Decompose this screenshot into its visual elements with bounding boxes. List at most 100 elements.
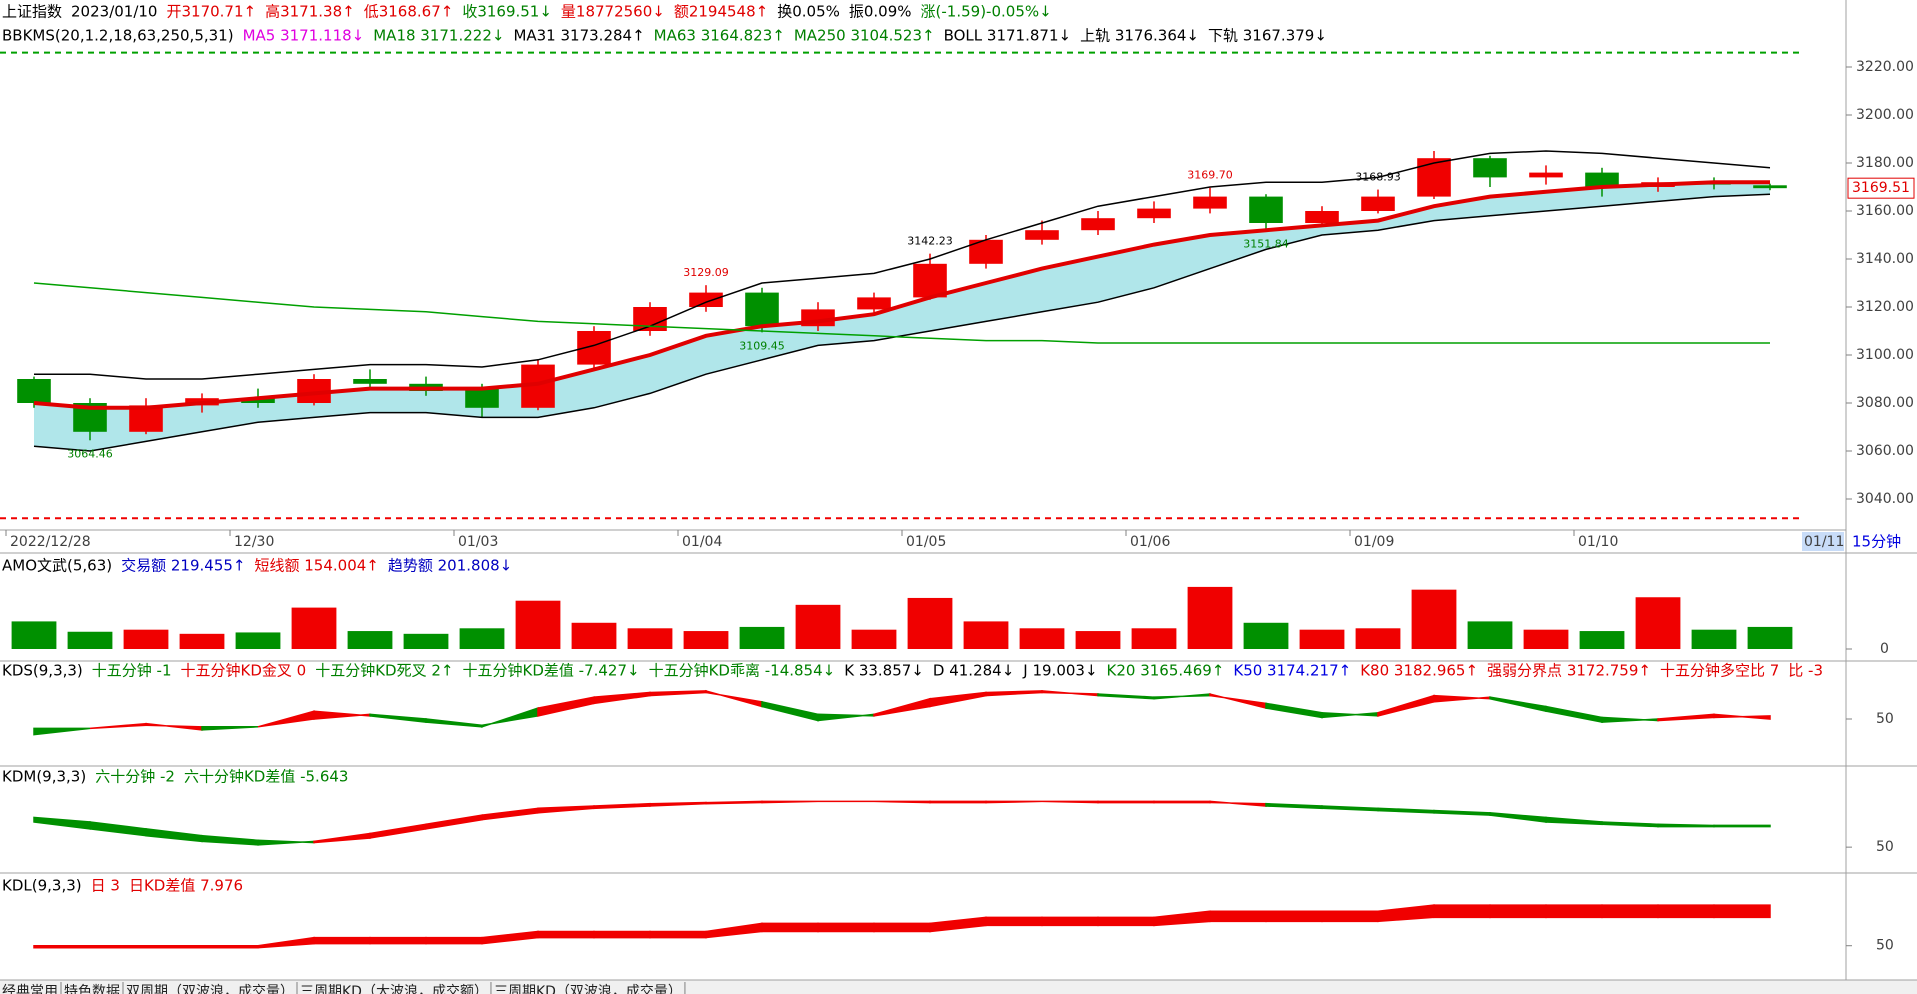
- kd-ribbon: [985, 916, 1043, 927]
- kd-ribbon: [1097, 916, 1155, 927]
- candle-body: [689, 292, 723, 307]
- x-tick-label: 12/30: [234, 534, 274, 550]
- y-tick-label: 3120.00: [1856, 299, 1914, 315]
- header-item: 高3171.38↑: [265, 3, 355, 21]
- x-tick-label: 01/03: [458, 534, 498, 550]
- header-item: 十五分钟KD乖离 -14.854↓: [649, 662, 836, 680]
- header-item: BOLL 3171.871↓: [944, 27, 1071, 45]
- volume-bar: [1243, 622, 1289, 649]
- tab[interactable]: 经典常用: [2, 984, 58, 994]
- y-tick-label: 50: [1876, 711, 1894, 727]
- volume-bar: [627, 628, 673, 649]
- line-series: [33, 180, 1770, 410]
- tab[interactable]: 特色数据: [64, 983, 120, 994]
- volume-bar: [291, 607, 337, 649]
- line-series: [33, 193, 1771, 452]
- price-annotation: 3169.70: [1187, 169, 1233, 182]
- kd-ribbon: [1321, 910, 1379, 923]
- kd-ribbon: [1489, 904, 1547, 919]
- price-annotation: 3064.46: [67, 447, 113, 460]
- volume-bar: [459, 628, 505, 649]
- kd-ribbon: [1209, 910, 1267, 923]
- header-item: 量18772560↓: [561, 3, 665, 21]
- x-tick-label: 01/06: [1130, 534, 1170, 550]
- header-item: K 33.857↓: [844, 662, 924, 680]
- y-tick-label: 3100.00: [1856, 347, 1914, 363]
- header-item: K80 3182.965↑: [1360, 662, 1478, 680]
- date-highlight: [1802, 532, 1844, 551]
- x-tick-label: 01/09: [1354, 534, 1394, 550]
- header-item: 2023/01/10: [71, 3, 157, 21]
- y-tick-label: 3200.00: [1856, 107, 1914, 123]
- y-tick-label: 3220.00: [1856, 59, 1914, 75]
- candle-body: [17, 379, 51, 403]
- header-item: 六十分钟 -2: [95, 768, 175, 786]
- header-item: MA250 3104.523↑: [794, 27, 935, 45]
- y-tick-label: 3060.00: [1856, 443, 1914, 459]
- tab[interactable]: 三周期KD（大波浪，成交额）: [300, 983, 488, 994]
- volume-bar: [1691, 629, 1737, 649]
- kd-ribbon: [985, 800, 1043, 804]
- kd-ribbon: [649, 930, 707, 939]
- kd-ribbon: [313, 936, 371, 945]
- line-series: [33, 282, 1770, 344]
- header-item: 振0.09%: [849, 3, 912, 21]
- candle-body: [969, 239, 1003, 264]
- y-tick-label: 0: [1880, 641, 1889, 657]
- kd-ribbon: [145, 944, 203, 949]
- header-item: MA5 3171.118↓: [243, 27, 365, 45]
- volume-bar: [1523, 629, 1569, 649]
- x-tick-label: 01/10: [1578, 534, 1618, 550]
- volume-bar: [515, 600, 561, 649]
- kd-ribbon: [929, 800, 987, 804]
- volume-bar: [907, 597, 953, 649]
- header-item: 交易额 219.455↑: [121, 557, 245, 575]
- header-item: 强弱分界点 3172.759↑: [1487, 662, 1651, 680]
- y-tick-label: 3180.00: [1856, 155, 1914, 171]
- header-item: 十五分钟多空比 7: [1660, 662, 1779, 680]
- price-annotation: 3129.09: [683, 266, 729, 279]
- kd-ribbon: [873, 922, 931, 933]
- candle-body: [1473, 158, 1507, 178]
- volume-bar: [1299, 629, 1345, 649]
- header-item: 短线额 154.004↑: [255, 557, 379, 575]
- volume-bar: [963, 621, 1009, 649]
- volume-bar: [123, 629, 169, 649]
- volume-bar: [1467, 621, 1513, 649]
- kd-ribbon: [705, 800, 763, 805]
- header-item: BBKMS(20,1.2,18,63,250,5,31): [2, 27, 234, 45]
- header-item: KDM(9,3,3): [2, 768, 86, 786]
- kd-ribbon: [33, 727, 91, 736]
- volume-bar: [347, 631, 393, 649]
- header-item: KDS(9,3,3): [2, 662, 83, 680]
- x-tick-label: 2022/12/28: [10, 534, 91, 550]
- line-series: [34, 150, 1771, 380]
- kd-ribbon: [1097, 800, 1155, 804]
- volume-bar: [1747, 626, 1793, 649]
- volume-bar: [571, 622, 617, 649]
- kd-ribbon: [201, 944, 259, 949]
- volume-bar: [1019, 628, 1065, 649]
- volume-bar: [739, 626, 785, 649]
- candle-body: [1137, 208, 1171, 219]
- kd-ribbon: [1657, 904, 1715, 919]
- kd-ribbon: [1713, 713, 1771, 720]
- kd-ribbon: [1153, 800, 1211, 804]
- header-item: AMO文武(5,63): [2, 557, 112, 575]
- tab[interactable]: 三周期KD（双波浪，成交量）: [494, 983, 682, 994]
- candle-body: [1529, 172, 1563, 178]
- header-item: 十五分钟KD差值 -7.427↓: [463, 662, 640, 680]
- header-item: 额2194548↑: [674, 3, 768, 21]
- header-item: 趋势额 201.808↓: [388, 557, 512, 575]
- candle-body: [1753, 185, 1787, 189]
- candle-body: [1025, 230, 1059, 240]
- header-item: K20 3165.469↑: [1107, 662, 1225, 680]
- candle-body: [1585, 172, 1619, 187]
- tab[interactable]: 双周期（双波浪，成交量）: [126, 983, 294, 994]
- volume-bar: [403, 633, 449, 649]
- volume-bar: [1075, 631, 1121, 649]
- price-annotation: 3168.93: [1355, 171, 1401, 184]
- header-item: J 19.003↓: [1022, 662, 1097, 680]
- kd-ribbon: [761, 922, 819, 933]
- tab-bar: [0, 980, 1917, 994]
